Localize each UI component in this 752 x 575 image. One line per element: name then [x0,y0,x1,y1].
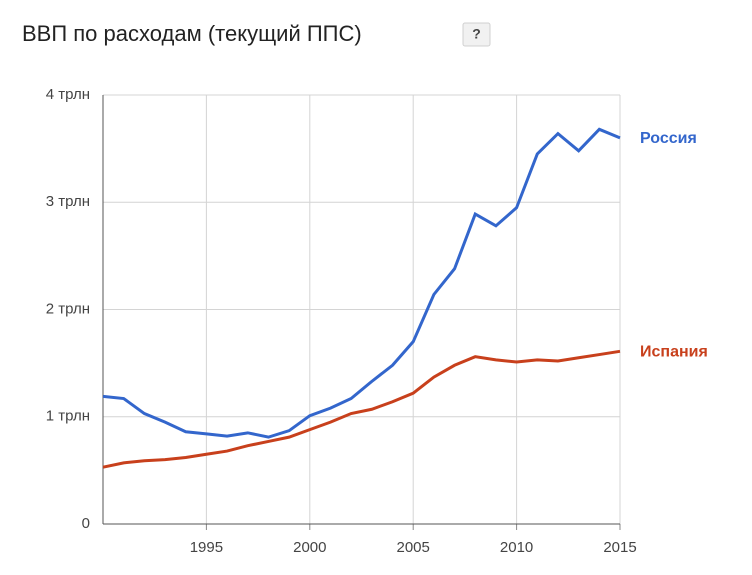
x-tick-label: 1995 [190,539,223,556]
y-tick-label: 2 трлн [46,300,90,317]
legend-label: Испания [640,344,708,361]
help-label[interactable]: ? [472,26,481,42]
x-tick-label: 2000 [293,539,326,556]
series-line [102,349,621,469]
x-tick-label: 2010 [500,539,533,556]
x-tick-label: 2005 [397,539,430,556]
legend-label: Россия [640,130,697,147]
series-line [102,127,621,439]
chart-title: ВВП по расходам (текущий ППС) [22,21,362,46]
y-tick-label: 0 [82,515,90,532]
y-tick-label: 4 трлн [46,86,90,103]
help-button[interactable] [462,22,491,47]
x-tick-label: 2015 [603,539,636,556]
y-tick-label: 1 трлн [46,408,90,425]
y-tick-label: 3 трлн [46,193,90,210]
